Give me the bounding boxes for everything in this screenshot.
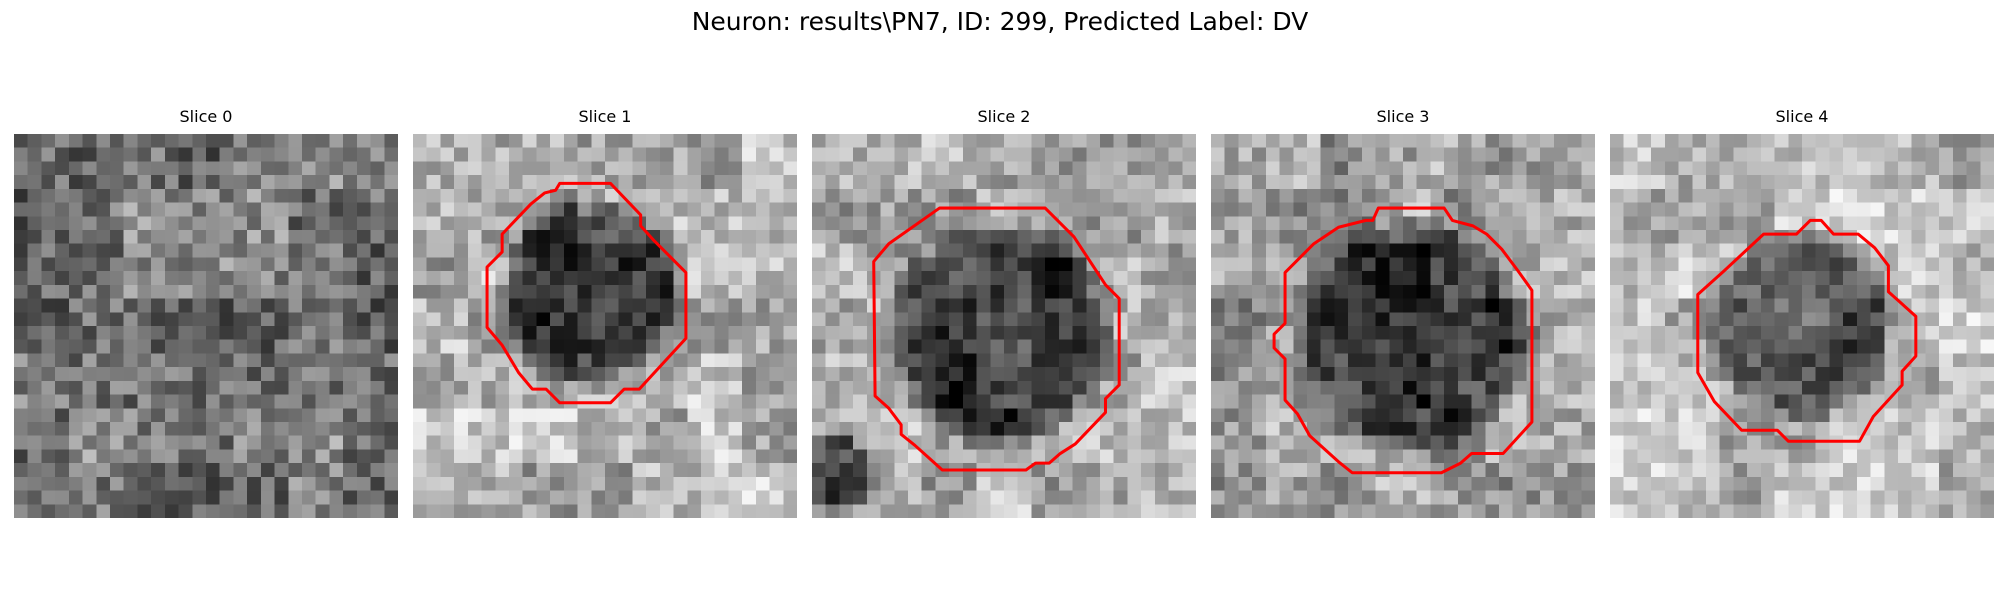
slice-panel: Slice 3 [1211, 106, 1595, 520]
cell-contour [485, 181, 688, 405]
slice-panel: Slice 2 [812, 106, 1196, 520]
slice-title: Slice 2 [977, 107, 1031, 126]
slice-title: Slice 0 [179, 107, 233, 126]
slice-image [1610, 134, 1994, 518]
cell-contour [1272, 206, 1534, 475]
slice-panel: Slice 0 [14, 106, 398, 520]
cell-contour [1696, 218, 1918, 443]
slice-title: Slice 4 [1775, 107, 1829, 126]
slice-image [812, 134, 1196, 518]
slice-panel: Slice 1 [413, 106, 797, 520]
slice-title: Slice 1 [578, 107, 632, 126]
slice-image [1211, 134, 1595, 518]
slice-title: Slice 3 [1376, 107, 1430, 126]
slice-panel: Slice 4 [1610, 106, 1994, 520]
figure-title: Neuron: results\PN7, ID: 299, Predicted … [691, 7, 1309, 36]
slice-image [413, 134, 797, 518]
cell-contour [872, 206, 1121, 472]
slice-image [14, 134, 398, 518]
